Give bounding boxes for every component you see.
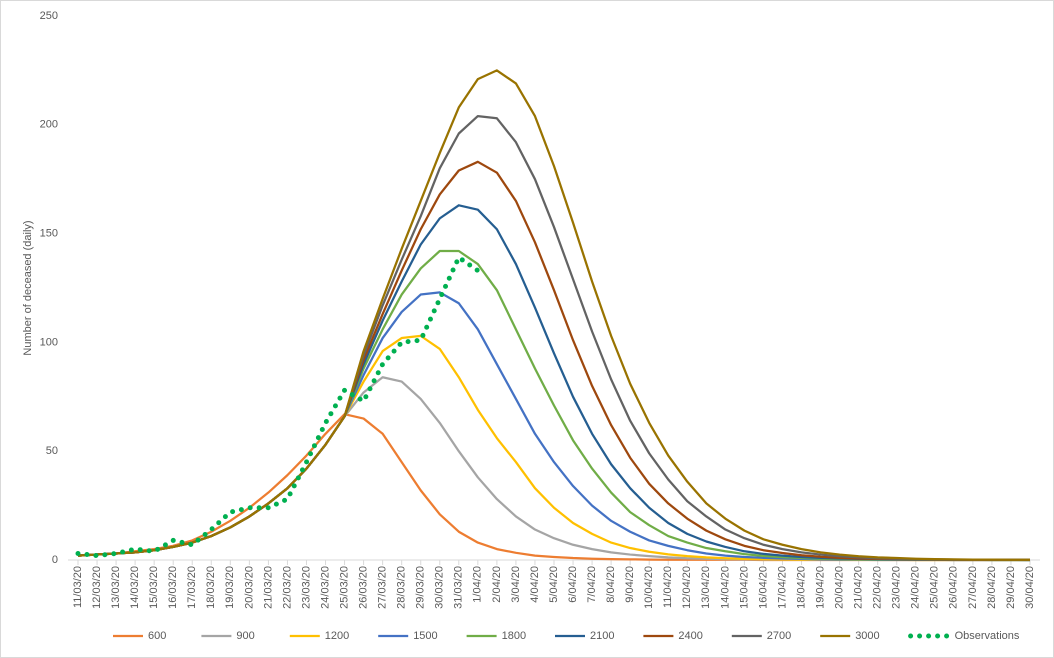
x-tick-label: 25/03/20 xyxy=(338,566,350,609)
x-tick-label: 11/04/20 xyxy=(662,566,674,608)
x-tick-label: 16/03/20 xyxy=(167,566,179,609)
legend-label: 2100 xyxy=(590,630,614,642)
x-tick-label: 18/03/20 xyxy=(205,566,217,609)
x-tick-label: 14/04/20 xyxy=(719,566,731,609)
y-tick-label: 50 xyxy=(46,445,58,457)
x-tick-label: 20/03/20 xyxy=(243,566,255,609)
x-tick-label: 24/03/20 xyxy=(319,566,331,609)
legend-label: 2700 xyxy=(767,630,791,642)
x-tick-label: 11/03/20 xyxy=(72,566,84,608)
y-tick-label: 200 xyxy=(40,119,58,131)
y-tick-label: 250 xyxy=(40,10,58,22)
x-tick-label: 8/04/20 xyxy=(605,566,617,603)
x-tick-label: 26/04/20 xyxy=(948,566,960,609)
x-tick-label: 27/04/20 xyxy=(967,566,979,609)
line-series xyxy=(75,255,481,559)
x-tick-label: 13/03/20 xyxy=(110,566,122,609)
legend-label: 1500 xyxy=(413,630,437,642)
x-tick-label: 7/04/20 xyxy=(586,566,598,603)
y-tick-label: 0 xyxy=(52,554,58,566)
legend-label: 600 xyxy=(148,630,166,642)
x-tick-label: 16/04/20 xyxy=(757,566,769,609)
x-tick-label: 9/04/20 xyxy=(624,566,636,603)
legend-label: 1800 xyxy=(502,630,526,642)
x-tick-label: 15/03/20 xyxy=(148,566,160,609)
x-tick-label: 6/04/20 xyxy=(567,566,579,603)
x-tick-label: 31/03/20 xyxy=(453,566,465,609)
legend-label: 2400 xyxy=(678,630,702,642)
x-tick-label: 13/04/20 xyxy=(700,566,712,609)
x-tick-label: 4/04/20 xyxy=(529,566,541,603)
x-tick-label: 17/03/20 xyxy=(186,566,198,609)
x-tick-label: 2/04/20 xyxy=(491,566,503,603)
x-tick-label: 25/04/20 xyxy=(929,566,941,609)
x-tick-label: 21/04/20 xyxy=(853,566,865,609)
x-tick-label: 20/04/20 xyxy=(834,566,846,609)
x-tick-label: 28/03/20 xyxy=(396,566,408,609)
y-axis-label: Number of deceased (daily) xyxy=(22,220,34,355)
x-tick-label: 19/03/20 xyxy=(224,566,236,609)
x-tick-label: 30/04/20 xyxy=(1024,566,1036,609)
y-tick-label: 150 xyxy=(40,228,58,240)
x-tick-label: 24/04/20 xyxy=(910,566,922,609)
x-tick-label: 12/04/20 xyxy=(681,566,693,609)
legend-label: Observations xyxy=(955,630,1020,642)
x-tick-label: 22/03/20 xyxy=(281,566,293,609)
x-tick-label: 10/04/20 xyxy=(643,566,655,609)
x-tick-label: 23/04/20 xyxy=(891,566,903,609)
x-tick-label: 21/03/20 xyxy=(262,566,274,609)
x-tick-label: 26/03/20 xyxy=(358,566,370,609)
x-tick-label: 23/03/20 xyxy=(300,566,312,609)
x-tick-label: 29/04/20 xyxy=(1005,566,1017,609)
x-tick-label: 22/04/20 xyxy=(872,566,884,609)
legend-label: 3000 xyxy=(855,630,879,642)
x-tick-label: 5/04/20 xyxy=(548,566,560,603)
x-tick-label: 14/03/20 xyxy=(129,566,141,609)
x-tick-label: 28/04/20 xyxy=(986,566,998,609)
x-tick-label: 30/03/20 xyxy=(434,566,446,609)
x-tick-label: 15/04/20 xyxy=(738,566,750,609)
line-series xyxy=(77,69,1030,561)
x-tick-label: 27/03/20 xyxy=(377,566,389,609)
x-tick-label: 19/04/20 xyxy=(814,566,826,609)
legend-label: 1200 xyxy=(325,630,349,642)
x-tick-label: 3/04/20 xyxy=(510,566,522,603)
x-tick-label: 18/04/20 xyxy=(795,566,807,609)
x-tick-label: 12/03/20 xyxy=(91,566,103,609)
y-tick-label: 100 xyxy=(40,336,58,348)
x-tick-label: 29/03/20 xyxy=(415,566,427,609)
legend-label: 900 xyxy=(236,630,254,642)
x-tick-label: 1/04/20 xyxy=(472,566,484,603)
x-tick-label: 17/04/20 xyxy=(776,566,788,609)
